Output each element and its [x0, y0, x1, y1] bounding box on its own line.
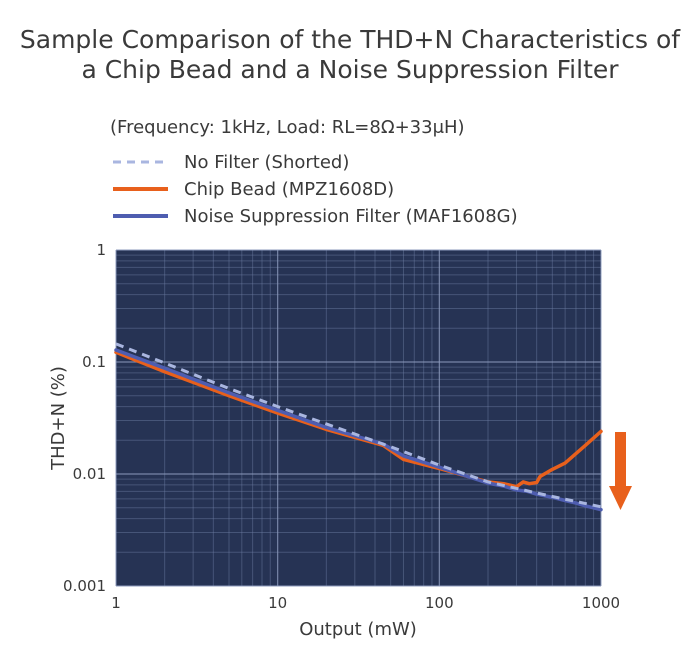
series-line-1 [114, 350, 603, 489]
chart-title-line-1: Sample Comparison of the THD+N Character… [20, 25, 681, 54]
series-line-0 [115, 342, 602, 509]
y-tick-label: 0.01 [73, 465, 106, 483]
y-axis-label: THD+N (%) [48, 366, 69, 471]
chart-subtitle: (Frequency: 1kHz, Load: RL=8Ω+33μH) [110, 117, 465, 138]
legend-label-1: Chip Bead (MPZ1608D) [184, 179, 394, 200]
x-tick-label: 1000 [582, 594, 620, 612]
x-axis-label: Output (mW) [299, 619, 417, 640]
x-tick-label: 100 [425, 594, 454, 612]
x-tick-label: 10 [268, 594, 287, 612]
legend-label-2: Noise Suppression Filter (MAF1608G) [184, 206, 518, 227]
axis-ticks: 1 10 100 1000 1 0.1 0.01 0.001 [63, 241, 620, 612]
legend: No Filter (Shorted) Chip Bead (MPZ1608D) N… [113, 152, 518, 227]
y-tick-label: 0.001 [63, 577, 106, 595]
chart-title-line-2: a Chip Bead and a Noise Suppression Filt… [81, 55, 619, 84]
y-tick-label: 1 [96, 241, 106, 259]
y-tick-label: 0.1 [82, 353, 106, 371]
plot-background [116, 250, 601, 586]
x-tick-label: 1 [111, 594, 121, 612]
plot-area [114, 249, 603, 587]
down-arrow-icon [609, 432, 632, 510]
grid [115, 249, 602, 587]
legend-label-0: No Filter (Shorted) [184, 152, 349, 173]
